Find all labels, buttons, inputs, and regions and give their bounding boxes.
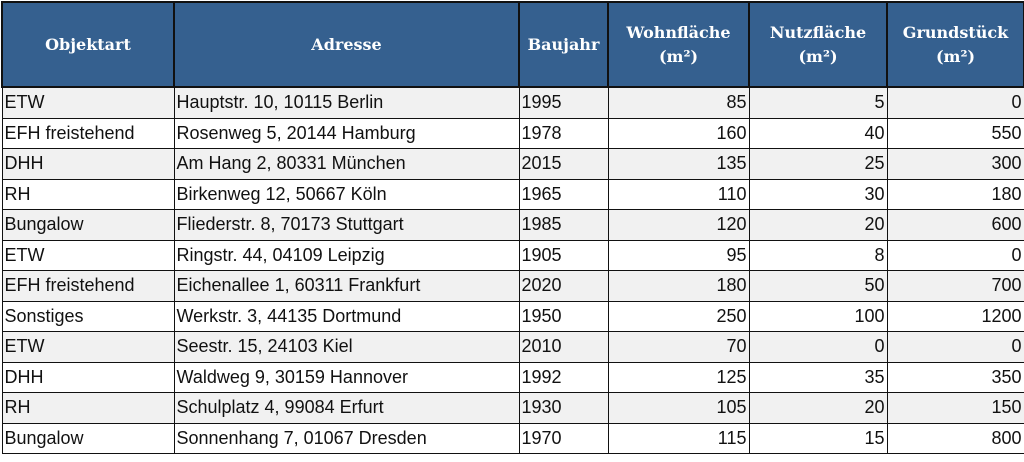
cell-baujahr[interactable]: 1978 [518,117,609,149]
cell-wohnflaeche[interactable]: 110 [607,178,750,210]
cell-baujahr[interactable]: 1992 [518,361,609,393]
cell-grundstueck[interactable]: 1200 [886,300,1024,332]
cell-adresse[interactable]: Schulplatz 4, 99084 Erfurt [173,392,520,424]
cell-objektart[interactable]: ETW [1,239,175,271]
cell-wohnflaeche[interactable]: 70 [607,331,750,363]
column-header-adresse[interactable]: Adresse [173,1,520,88]
table-row: DHH Am Hang 2, 80331 München 2015 135 25 300 [1,148,1024,180]
cell-baujahr[interactable]: 1970 [518,422,609,454]
cell-grundstueck[interactable]: 0 [886,239,1024,271]
header-row: Objektart Adresse Baujahr Wohnfläche (m²) Nu… [1,1,1024,88]
column-header-wohnflaeche[interactable]: Wohnfläche (m²) [607,1,750,88]
cell-nutzflaeche[interactable]: 20 [748,392,888,424]
cell-baujahr[interactable]: 1985 [518,209,609,241]
table-row: RH Birkenweg 12, 50667 Köln 1965 110 30 180 [1,178,1024,210]
cell-objektart[interactable]: RH [1,178,175,210]
table-row: Bungalow Fliederstr. 8, 70173 Stuttgart 19… [1,209,1024,241]
cell-baujahr[interactable]: 2010 [518,331,609,363]
cell-nutzflaeche[interactable]: 5 [748,86,888,119]
cell-nutzflaeche[interactable]: 25 [748,148,888,180]
cell-objektart[interactable]: Sonstiges [1,300,175,332]
cell-nutzflaeche[interactable]: 0 [748,331,888,363]
cell-nutzflaeche[interactable]: 50 [748,270,888,302]
table-row: ETW Ringstr. 44, 04109 Leipzig 1905 95 8 0 [1,239,1024,271]
cell-adresse[interactable]: Fliederstr. 8, 70173 Stuttgart [173,209,520,241]
table-body: ETW Hauptstr. 10, 10115 Berlin 1995 85 5 0 EFH… [1,86,1024,454]
cell-wohnflaeche[interactable]: 105 [607,392,750,424]
cell-wohnflaeche[interactable]: 115 [607,422,750,454]
cell-nutzflaeche[interactable]: 30 [748,178,888,210]
cell-baujahr[interactable]: 1995 [518,86,609,119]
column-header-objektart[interactable]: Objektart [1,1,175,88]
cell-objektart[interactable]: DHH [1,361,175,393]
cell-adresse[interactable]: Rosenweg 5, 20144 Hamburg [173,117,520,149]
cell-baujahr[interactable]: 2020 [518,270,609,302]
cell-grundstueck[interactable]: 700 [886,270,1024,302]
cell-adresse[interactable]: Werkstr. 3, 44135 Dortmund [173,300,520,332]
table-row: DHH Waldweg 9, 30159 Hannover 1992 125 35 350 [1,361,1024,393]
cell-adresse[interactable]: Seestr. 15, 24103 Kiel [173,331,520,363]
cell-objektart[interactable]: Bungalow [1,422,175,454]
cell-adresse[interactable]: Am Hang 2, 80331 München [173,148,520,180]
cell-grundstueck[interactable]: 150 [886,392,1024,424]
cell-adresse[interactable]: Birkenweg 12, 50667 Köln [173,178,520,210]
cell-wohnflaeche[interactable]: 120 [607,209,750,241]
cell-grundstueck[interactable]: 350 [886,361,1024,393]
cell-baujahr[interactable]: 1905 [518,239,609,271]
cell-nutzflaeche[interactable]: 20 [748,209,888,241]
cell-objektart[interactable]: Bungalow [1,209,175,241]
cell-nutzflaeche[interactable]: 15 [748,422,888,454]
table-row: Bungalow Sonnenhang 7, 01067 Dresden 1970 1… [1,422,1024,454]
cell-nutzflaeche[interactable]: 8 [748,239,888,271]
table-row: Sonstiges Werkstr. 3, 44135 Dortmund 1950 2… [1,300,1024,332]
cell-adresse[interactable]: Sonnenhang 7, 01067 Dresden [173,422,520,454]
cell-wohnflaeche[interactable]: 85 [607,86,750,119]
cell-baujahr[interactable]: 1965 [518,178,609,210]
cell-objektart[interactable]: ETW [1,86,175,119]
cell-objektart[interactable]: RH [1,392,175,424]
cell-wohnflaeche[interactable]: 160 [607,117,750,149]
cell-grundstueck[interactable]: 0 [886,331,1024,363]
cell-wohnflaeche[interactable]: 180 [607,270,750,302]
table-row: EFH freistehend Rosenweg 5, 20144 Hamburg… [1,117,1024,149]
table-row: EFH freistehend Eichenallee 1, 60311 Fran… [1,270,1024,302]
column-header-grundstueck[interactable]: Grundstück (m²) [886,1,1024,88]
cell-nutzflaeche[interactable]: 100 [748,300,888,332]
cell-objektart[interactable]: DHH [1,148,175,180]
cell-adresse[interactable]: Ringstr. 44, 04109 Leipzig [173,239,520,271]
cell-grundstueck[interactable]: 550 [886,117,1024,149]
cell-baujahr[interactable]: 1950 [518,300,609,332]
cell-nutzflaeche[interactable]: 40 [748,117,888,149]
cell-objektart[interactable]: EFH freistehend [1,117,175,149]
cell-adresse[interactable]: Hauptstr. 10, 10115 Berlin [173,86,520,119]
cell-grundstueck[interactable]: 180 [886,178,1024,210]
cell-adresse[interactable]: Eichenallee 1, 60311 Frankfurt [173,270,520,302]
cell-objektart[interactable]: ETW [1,331,175,363]
table-row: ETW Hauptstr. 10, 10115 Berlin 1995 85 5 0 [1,86,1024,119]
cell-wohnflaeche[interactable]: 135 [607,148,750,180]
table-row: ETW Seestr. 15, 24103 Kiel 2010 70 0 0 [1,331,1024,363]
cell-baujahr[interactable]: 2015 [518,148,609,180]
cell-grundstueck[interactable]: 300 [886,148,1024,180]
cell-wohnflaeche[interactable]: 250 [607,300,750,332]
column-header-nutzflaeche[interactable]: Nutzfläche (m²) [748,1,888,88]
property-table: Objektart Adresse Baujahr Wohnfläche (m²) Nu… [1,1,1024,454]
cell-wohnflaeche[interactable]: 125 [607,361,750,393]
cell-objektart[interactable]: EFH freistehend [1,270,175,302]
cell-grundstueck[interactable]: 800 [886,422,1024,454]
cell-grundstueck[interactable]: 0 [886,86,1024,119]
cell-grundstueck[interactable]: 600 [886,209,1024,241]
cell-adresse[interactable]: Waldweg 9, 30159 Hannover [173,361,520,393]
column-header-baujahr[interactable]: Baujahr [518,1,609,88]
cell-nutzflaeche[interactable]: 35 [748,361,888,393]
cell-baujahr[interactable]: 1930 [518,392,609,424]
cell-wohnflaeche[interactable]: 95 [607,239,750,271]
table-row: RH Schulplatz 4, 99084 Erfurt 1930 105 20 150 [1,392,1024,424]
